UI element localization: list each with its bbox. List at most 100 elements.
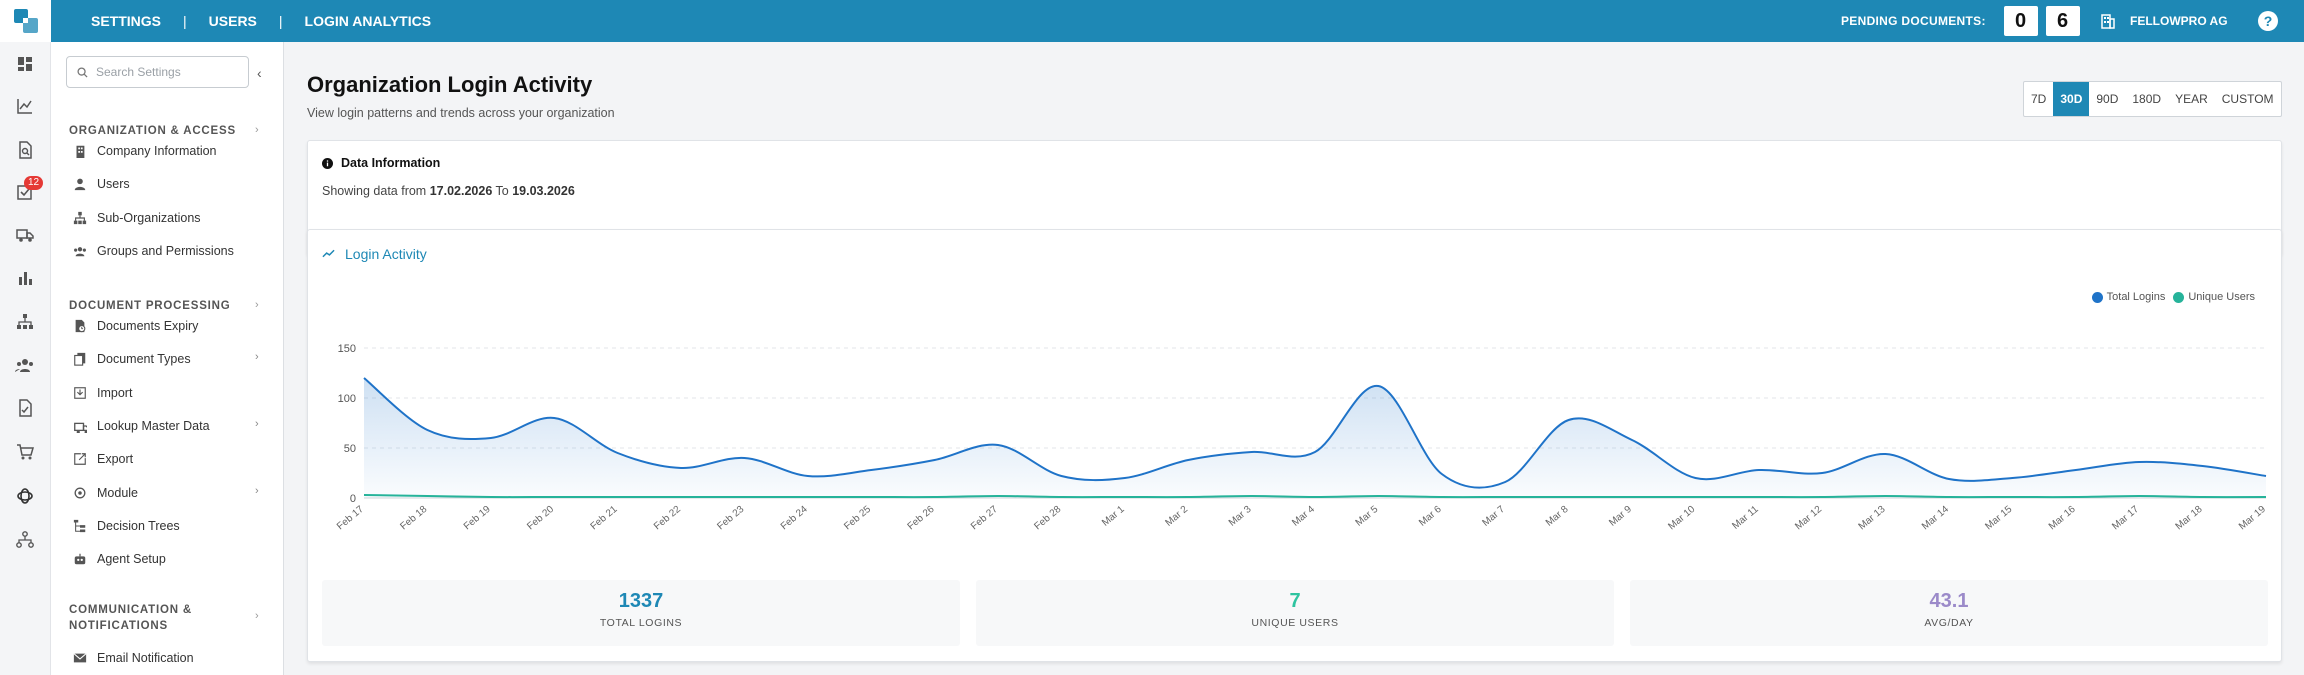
x-tick-label: Mar 13 [1857,504,1888,533]
legend-entry[interactable]: Total Logins [2091,291,2165,303]
stat-label: TOTAL LOGINS [599,617,683,629]
series-line-1 [363,494,2267,499]
sidebar-item-agent-setup[interactable]: Agent Setup [73,549,166,569]
item-chevron-icon[interactable]: › [255,417,259,430]
sidebar-item-lookup-master-data[interactable]: Lookup Master Data [73,416,210,436]
stat-value: 43.1 [1929,590,1969,612]
decision-tree-icon [73,519,86,532]
network-icon[interactable] [13,528,37,552]
sidebar-item-sub-organizations[interactable]: Sub-Organizations [73,208,201,228]
item-chevron-icon[interactable]: › [255,484,259,497]
settings-search-input[interactable] [96,65,236,79]
x-tick-label: Feb 22 [652,504,683,533]
stat-avg-per-day: 43.1 AVG/DAY [1630,580,2268,646]
sidebar-item-decision-trees[interactable]: Decision Trees [73,516,180,536]
x-tick-label: Mar 8 [1544,504,1571,529]
range-button-custom[interactable]: CUSTOM [2221,92,2274,106]
x-tick-label: Mar 17 [2110,504,2141,533]
y-tick-label: 0 [350,493,356,505]
nav-settings[interactable]: SETTINGS [91,13,162,29]
x-tick-label: Feb 27 [969,504,1000,533]
sidebar-item-users[interactable]: Users [73,174,130,194]
dashboard-icon[interactable] [13,52,37,76]
x-tick-label: Mar 16 [2047,504,2078,533]
x-tick-label: Mar 4 [1290,504,1317,529]
organization-switcher[interactable]: FELLOWPRO AG [2100,0,2228,42]
legend-entry[interactable]: Unique Users [2173,291,2255,303]
sidebar-item-company-information[interactable]: Company Information [73,141,217,161]
collapse-sidebar-icon[interactable]: ‹ [257,65,262,81]
y-tick-label: 150 [338,343,356,355]
range-button-7d[interactable]: 7D [2031,92,2047,106]
sidebar-item-document-types[interactable]: Document Types [73,349,191,369]
data-range-from: 17.02.2026 [429,184,493,198]
sidebar-item-groups-and-permissions[interactable]: Groups and Permissions [73,241,234,261]
line-chart-icon[interactable] [13,94,37,118]
sidebar-item-documents-expiry[interactable]: Documents Expiry [73,316,198,336]
stat-value: 7 [1289,590,1301,612]
group-icon[interactable] [13,353,37,377]
range-button-90d[interactable]: 90D [2096,92,2119,106]
x-tick-label: Mar 12 [1793,504,1824,533]
sidebar-section-title[interactable]: DOCUMENT PROCESSING [69,300,231,312]
sidebar-item-module[interactable]: Module [73,483,138,503]
item-chevron-icon[interactable]: › [255,351,259,364]
data-range-to: 19.03.2026 [512,184,575,198]
nav-login-analytics[interactable]: LOGIN ANALYTICS [304,13,432,29]
x-tick-label: Mar 2 [1163,504,1190,529]
pending-documents[interactable]: PENDING DOCUMENTS: 0 6 [1841,0,2080,42]
help-icon[interactable]: ? [2258,11,2278,31]
module-icon [74,487,86,498]
info-icon [322,157,333,169]
section-chevron-icon[interactable]: › [255,299,259,311]
x-tick-label: Feb 26 [906,504,937,533]
sidebar-item-export[interactable]: Export [73,449,133,469]
sidebar-item-label: Agent Setup [97,552,166,567]
sidebar-item-label: Sub-Organizations [97,210,201,225]
building-icon [2101,14,2115,29]
sidebar-item-import[interactable]: Import [73,383,132,403]
section-chevron-icon[interactable]: › [255,610,259,622]
section-chevron-icon[interactable]: › [255,124,259,136]
top-nav: SETTINGS | USERS | LOGIN ANALYTICS [91,0,431,42]
range-button-year[interactable]: YEAR [2175,92,2208,106]
import-icon [74,386,86,399]
sidebar-item-label: Company Information [97,144,217,158]
date-range-selector: 7D 30D 90D 180D YEAR CUSTOM [2023,81,2282,117]
x-tick-label: Mar 15 [1983,504,2014,533]
legend-label: Unique Users [2188,291,2255,303]
pending-digit: 0 [2003,6,2038,36]
sidebar-item-label: Export [97,452,134,467]
ai-knot-icon[interactable] [13,484,37,508]
app-logo-icon[interactable] [0,0,51,42]
settings-search[interactable] [66,56,249,88]
x-tick-label: Mar 9 [1607,504,1634,529]
bar-chart-icon[interactable] [13,266,37,290]
cart-icon[interactable] [13,440,37,464]
pending-digit: 6 [2045,6,2080,36]
range-button-180d[interactable]: 180D [2132,92,2162,106]
login-activity-card: Login Activity Total Logins Unique Users … [307,229,2282,662]
truck-icon[interactable] [13,223,37,247]
sidebar-item-label: Documents Expiry [97,319,199,333]
sidebar-section-title[interactable]: ORGANIZATION & ACCESS [69,125,236,137]
page-subtitle: View login patterns and trends across yo… [307,106,615,120]
sidebar-item-email-notification[interactable]: Email Notification [73,648,194,668]
x-tick-label: Mar 7 [1480,504,1507,529]
page-title: Organization Login Activity [307,72,593,97]
range-button-30d[interactable]: 30D [2053,82,2090,116]
search-icon [77,66,88,78]
sidebar-item-label: Module [97,485,138,500]
sidebar-item-label: Users [97,177,130,192]
series-area-0 [364,378,2266,498]
document-search-icon[interactable] [13,138,37,162]
nav-users[interactable]: USERS [208,13,257,29]
tasks-count-badge: 12 [24,176,44,190]
file-clock-icon [75,319,86,333]
x-tick-label: Feb 17 [335,504,366,533]
document-check-icon[interactable] [13,396,37,420]
hierarchy-icon[interactable] [13,310,37,334]
sidebar-section-title[interactable]: COMMUNICATION & NOTIFICATIONS [69,604,192,632]
documents-icon [74,353,86,366]
truck-icon [74,422,87,433]
